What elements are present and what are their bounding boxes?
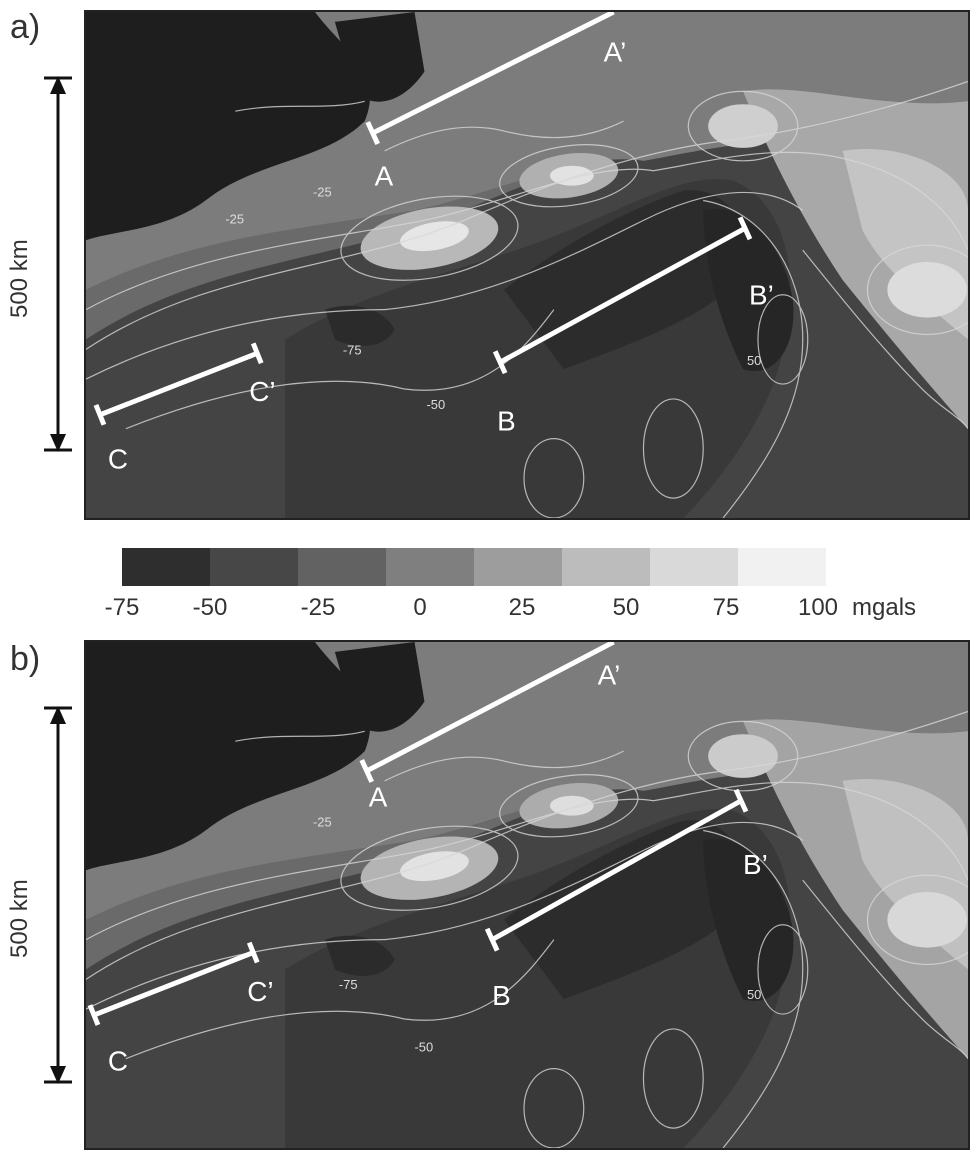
colorbar-tick: 100: [797, 594, 839, 621]
profile-label-c: C: [108, 1046, 128, 1077]
contour-label: -75: [343, 342, 362, 357]
contour-label: -25: [225, 211, 244, 226]
colorbar-tick: -25: [300, 594, 336, 621]
profile-label-c-prime: C’: [249, 376, 275, 407]
colorbar-tick: -50: [192, 594, 228, 621]
gravity-map-a-canvas: -25 -25 -75 -50 50 A A’ B B’ C C’: [86, 12, 968, 518]
profile-label-c: C: [108, 443, 128, 474]
contour-label: 50: [747, 987, 761, 1002]
profile-label-a: A: [375, 161, 394, 192]
scale-bar-a: [38, 76, 78, 452]
profile-label-b-prime: B’: [743, 849, 768, 880]
colorbar: [122, 548, 826, 586]
panel-label-a: a): [10, 8, 41, 46]
profile-label-a-prime: A’: [598, 660, 621, 691]
contour-label: -25: [313, 185, 332, 200]
colorbar-swatch: [650, 548, 738, 586]
colorbar-tick: 0: [413, 594, 427, 621]
colorbar-swatch: [386, 548, 474, 586]
colorbar-tick: -75: [104, 594, 140, 621]
contour-label: -50: [415, 1040, 434, 1055]
colorbar-tick: 50: [612, 594, 640, 621]
contour-label: -75: [339, 977, 358, 992]
colorbar-tick: 75: [712, 594, 740, 621]
gravity-map-a: -25 -25 -75 -50 50 A A’ B B’ C C’: [84, 10, 970, 520]
scale-bar-b: [38, 706, 78, 1084]
scale-bar-label-b: 500 km: [6, 879, 33, 958]
profile-label-a: A: [369, 782, 388, 813]
gravity-map-b-canvas: -25 -75 -50 50 A A’ B B’ C C’: [86, 642, 968, 1148]
panel-label-b: b): [10, 640, 41, 678]
profile-label-b-prime: B’: [749, 280, 774, 311]
colorbar-ticks: -75 -50 -25 0 25 50 75 100: [0, 594, 970, 624]
colorbar-swatch: [298, 548, 386, 586]
colorbar-swatch: [474, 548, 562, 586]
colorbar-swatch: [738, 548, 826, 586]
profile-label-b: B: [497, 406, 516, 437]
profile-label-c-prime: C’: [247, 976, 273, 1007]
colorbar-swatch: [562, 548, 650, 586]
colorbar-swatch: [210, 548, 298, 586]
gravity-map-b: -25 -75 -50 50 A A’ B B’ C C’: [84, 640, 970, 1150]
profile-label-b: B: [492, 980, 511, 1011]
contour-label: 50: [747, 353, 761, 368]
colorbar-swatch: [122, 548, 210, 586]
profile-label-a-prime: A’: [604, 37, 627, 68]
contour-label: -50: [426, 397, 445, 412]
contour-label: -25: [313, 815, 332, 830]
scale-bar-label-a: 500 km: [6, 239, 33, 318]
colorbar-tick: 25: [508, 594, 536, 621]
colorbar-unit: mgals: [852, 594, 917, 621]
